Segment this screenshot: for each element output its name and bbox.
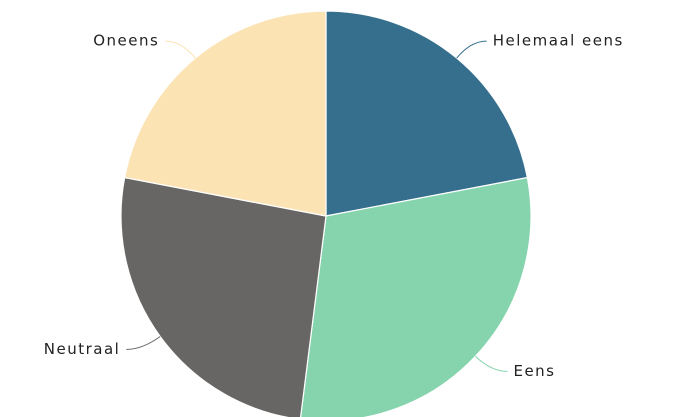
leader-line	[126, 336, 161, 350]
slice-label: Helemaal eens	[493, 32, 624, 50]
leader-line	[165, 40, 196, 59]
slice-label: Neutraal	[44, 340, 121, 358]
slice-label: Oneens	[93, 32, 159, 50]
pie-slice	[120, 176, 327, 417]
leader-line	[456, 40, 487, 59]
pie-slice	[300, 176, 532, 417]
slice-label: Eens	[513, 362, 555, 380]
leader-line	[475, 355, 508, 372]
